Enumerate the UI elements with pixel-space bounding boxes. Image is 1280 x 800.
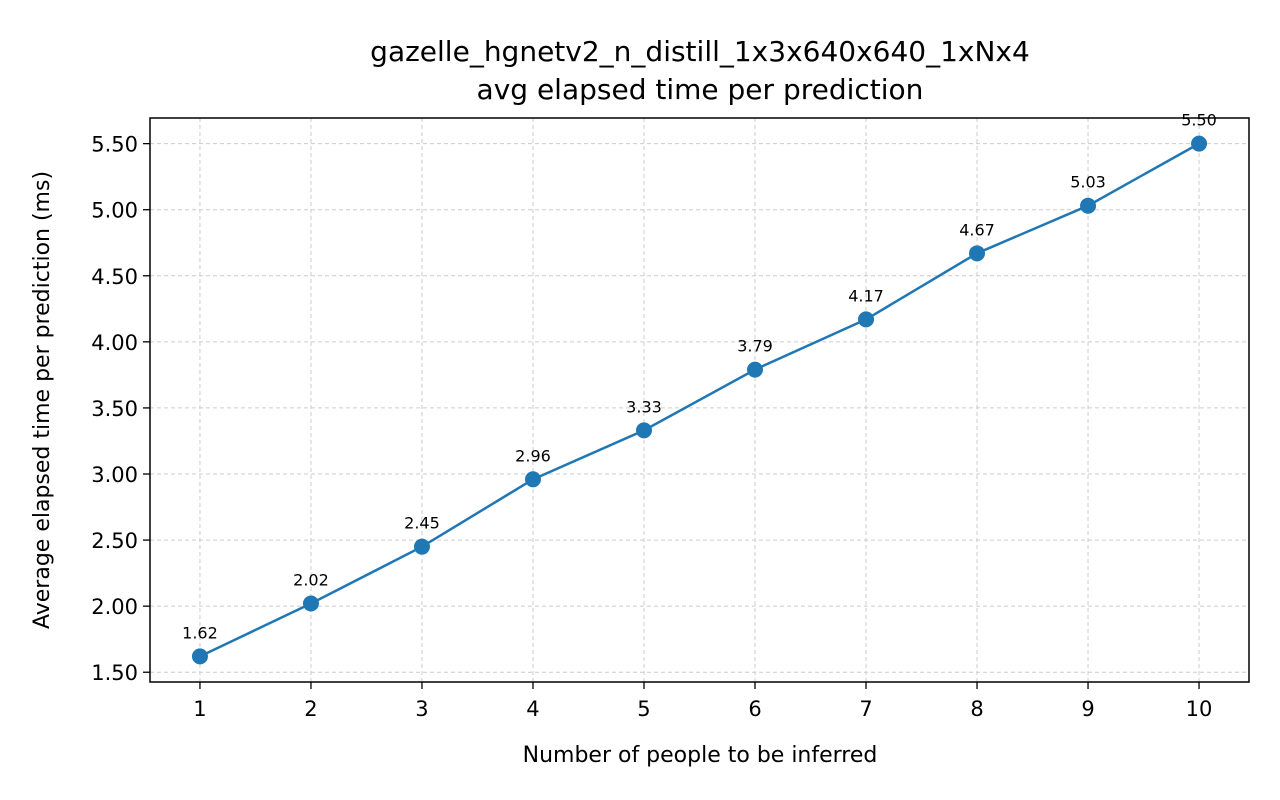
data-label: 1.62 xyxy=(182,623,218,642)
y-tick-label: 1.50 xyxy=(91,661,138,685)
data-label: 5.03 xyxy=(1070,173,1106,192)
data-point xyxy=(635,422,652,439)
y-tick-label: 4.00 xyxy=(91,331,138,355)
data-point xyxy=(302,595,319,612)
x-tick-label: 3 xyxy=(415,697,428,721)
y-tick-label: 4.50 xyxy=(91,265,138,289)
data-label: 2.02 xyxy=(293,571,329,590)
data-point xyxy=(858,311,875,328)
y-tick-label: 3.00 xyxy=(91,463,138,487)
y-tick-label: 5.50 xyxy=(91,133,138,157)
data-point xyxy=(969,245,986,262)
x-tick-label: 9 xyxy=(1081,697,1094,721)
y-tick-label: 5.00 xyxy=(91,199,138,223)
x-tick-label: 2 xyxy=(304,697,317,721)
y-axis-ticks: 1.50 2.00 2.50 3.00 3.50 4.00 4.50 5.00 5.50 xyxy=(91,133,150,685)
chart-subtitle: avg elapsed time per prediction xyxy=(477,73,924,106)
data-point xyxy=(1191,135,1208,152)
y-tick-label: 2.50 xyxy=(91,529,138,553)
series-line xyxy=(199,142,1200,658)
data-labels: 1.62 2.02 2.45 2.96 3.33 3.79 4.17 4.67 5.03 5.50 xyxy=(182,111,1217,643)
x-axis-label: Number of people to be inferred xyxy=(523,743,878,768)
data-label: 5.50 xyxy=(1181,111,1217,130)
x-tick-label: 4 xyxy=(526,697,539,721)
x-tick-label: 5 xyxy=(637,697,650,721)
data-label: 2.45 xyxy=(404,514,440,533)
y-axis-label: Average elapsed time per prediction (ms) xyxy=(30,171,55,629)
data-label: 4.17 xyxy=(848,286,884,305)
data-point xyxy=(747,361,764,378)
data-label: 3.33 xyxy=(626,397,662,416)
x-tick-label: 7 xyxy=(859,697,872,721)
data-label: 3.79 xyxy=(737,337,773,356)
x-tick-label: 1 xyxy=(193,697,206,721)
x-tick-label: 10 xyxy=(1186,697,1213,721)
grid xyxy=(150,118,1249,682)
y-tick-label: 3.50 xyxy=(91,397,138,421)
data-point xyxy=(413,538,430,555)
data-point xyxy=(1080,197,1097,214)
data-points xyxy=(191,135,1208,665)
chart-title: gazelle_hgnetv2_n_distill_1x3x640x640_1x… xyxy=(370,35,1030,68)
data-point xyxy=(191,648,208,665)
data-label: 2.96 xyxy=(515,446,551,465)
x-tick-label: 8 xyxy=(970,697,983,721)
x-tick-label: 6 xyxy=(748,697,761,721)
plot-frame xyxy=(149,117,1250,683)
data-point xyxy=(524,471,541,488)
x-axis-ticks: 1 2 3 4 5 6 7 8 9 10 xyxy=(193,682,1212,721)
y-tick-label: 2.00 xyxy=(91,595,138,619)
data-label: 4.67 xyxy=(959,220,995,239)
